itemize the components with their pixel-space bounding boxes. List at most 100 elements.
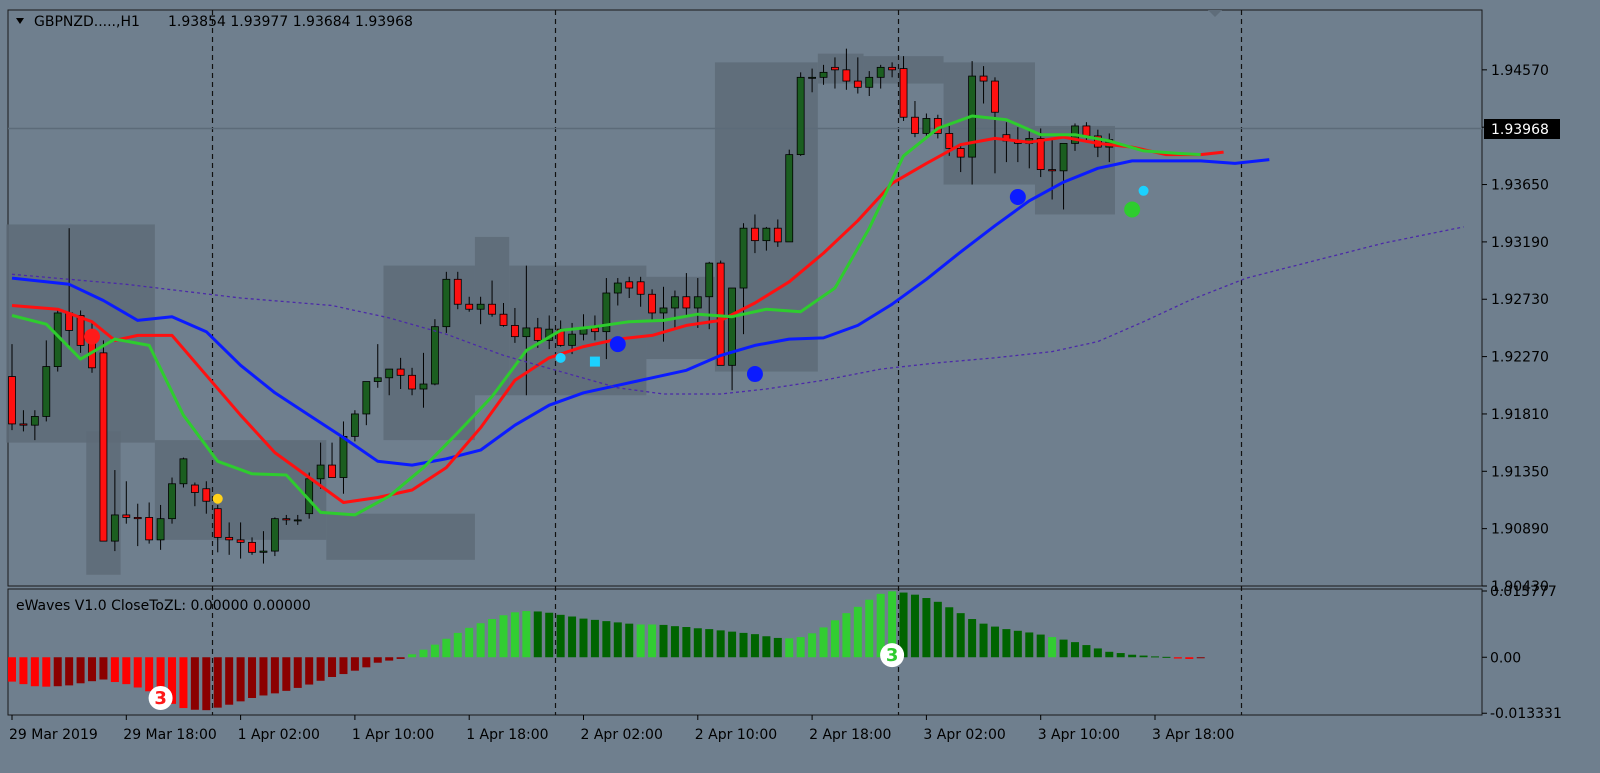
signal-marker [212,493,223,504]
ewaves-bar [1036,634,1045,658]
candle-body [853,80,862,88]
ewaves-bar [305,657,314,685]
candle-body [30,416,39,426]
ewaves-bar [945,607,954,658]
ewaves-bar [1151,656,1159,658]
ewaves-bar [933,601,942,658]
ewaves-bar [8,657,16,682]
ewaves-bar [1116,653,1125,658]
ewaves-bar [259,657,268,696]
ewaves-bar [1128,654,1137,658]
ewaves-bar [830,620,839,658]
y-tick-label: 1.94570 [1491,63,1549,79]
candle-body [602,292,611,333]
candle [499,302,508,327]
x-tick-label: 3 Apr 10:00 [1038,727,1120,743]
ohlc-values: 1.93854 1.93977 1.93684 1.93968 [168,14,413,30]
y-tick-label: 1.92270 [1491,350,1549,366]
candle-body [991,80,999,113]
candle [362,381,371,426]
symbol-title: GBPNZD.....,H1 [34,14,140,30]
candle-body [842,69,851,82]
candle [808,68,816,93]
ewaves-bar [156,657,165,699]
y-tick-label: 1.92730 [1491,292,1549,308]
candle-body [453,278,462,305]
ewaves-bar [476,623,485,658]
y-tick-label: 1.93650 [1491,178,1549,194]
candle [888,62,897,78]
wave-count-labels: 33 [148,643,905,710]
signal-marker [1124,201,1141,218]
ewaves-bar [488,619,497,658]
candle-body [671,296,679,309]
ewaves-bar [1173,657,1182,659]
ewaves-bar [316,657,325,681]
ewaves-bar [1185,657,1194,659]
candle-body [625,281,634,289]
price-axis[interactable]: 1.945701.941101.936501.931901.927301.922… [1482,63,1549,595]
candle [1059,143,1068,210]
candle [99,340,108,542]
ewaves-bar [910,594,919,658]
ewaves-bar [1025,632,1034,658]
ewaves-bar [168,657,177,704]
candle-body [225,536,234,541]
range-box [326,513,475,560]
candle-body [831,66,839,71]
candle-body [1059,143,1068,172]
candle-body [591,327,599,333]
candle-body [476,303,485,310]
ewaves-bar [30,657,39,687]
candle [110,470,119,552]
moving-average-line [11,114,1201,517]
candle [819,64,828,85]
candle [911,101,919,138]
ewaves-bar [190,657,199,710]
candle-body [213,508,222,538]
candle [259,531,268,564]
ewaves-bar [808,633,817,658]
ewaves-bar [350,657,359,671]
candle [511,307,519,343]
candle-body [979,75,988,82]
ewaves-bar [1059,639,1068,658]
candle-body [659,307,668,314]
candle-body [693,296,702,309]
current-price-tag [1484,119,1560,139]
ewaves-bar [739,632,748,658]
ewaves-bar [853,606,862,658]
candle-body [533,327,542,341]
ewaves-bar [545,612,554,658]
x-tick-label: 1 Apr 18:00 [466,727,548,743]
candle [785,149,794,243]
ewaves-bar [682,627,691,658]
candle [385,368,394,396]
candle-body [785,154,794,243]
candle [751,214,759,254]
candle [156,504,165,550]
candle [42,340,51,422]
period-separators [211,10,1243,715]
ewaves-bar [819,627,828,658]
ewaves-bar [956,613,965,658]
moving-average-line [11,158,1270,467]
candle [122,481,131,524]
dropdown-triangle-icon[interactable] [16,18,24,24]
ewaves-bar [842,613,851,658]
ewaves-bar [865,599,874,658]
candle-body [236,539,245,543]
time-axis[interactable]: 29 Mar 2019 29 Mar 18:00 1 Apr 02:00 1 Apr … [9,715,1234,743]
indicator-tick-label: 0.015777 [1490,584,1557,600]
ewaves-bar [282,657,291,691]
candle-body [328,464,336,478]
ewaves-bar [888,591,897,658]
candle [431,319,439,386]
ewaves-bar [385,657,394,661]
ewaves-bar [1013,630,1022,658]
candle [282,514,291,525]
chart-shift-marker-icon[interactable] [1208,10,1222,17]
ewaves-bar [42,657,51,687]
ewaves-bar [236,657,245,702]
candle [796,72,805,156]
